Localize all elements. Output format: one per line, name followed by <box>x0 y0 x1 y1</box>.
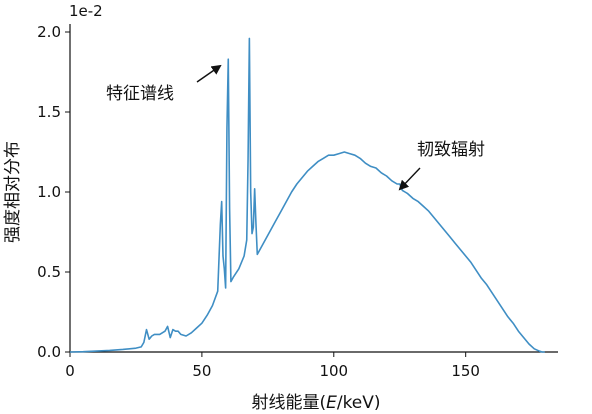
x-tick-label: 150 <box>451 362 480 380</box>
y-tick-label: 1.5 <box>37 103 61 121</box>
y-axis-label: 强度相对分布 <box>3 141 23 243</box>
annotation-bremsstrahlung: 韧致辐射 <box>417 140 485 160</box>
plot-area: 0 50 100 150 0.0 0.5 1.0 1.5 2.0 <box>37 23 558 380</box>
x-tick-label: 50 <box>192 362 211 380</box>
annotation-characteristic-lines: 特征谱线 <box>106 84 174 104</box>
y-tick-label: 1.0 <box>37 183 61 201</box>
y-tick-label: 2.0 <box>37 23 61 41</box>
x-tick-label: 0 <box>65 362 75 380</box>
annotation-arrow-characteristic-lines <box>197 66 220 82</box>
y-tick-label: 0.0 <box>37 343 61 361</box>
y-tick-label: 0.5 <box>37 263 61 281</box>
x-tick-label: 100 <box>319 362 348 380</box>
y-exponent-label: 1e-2 <box>69 2 103 20</box>
x-axis-label: 射线能量(E/keV) <box>251 393 380 413</box>
annotation-arrow-bremsstrahlung <box>400 168 420 189</box>
